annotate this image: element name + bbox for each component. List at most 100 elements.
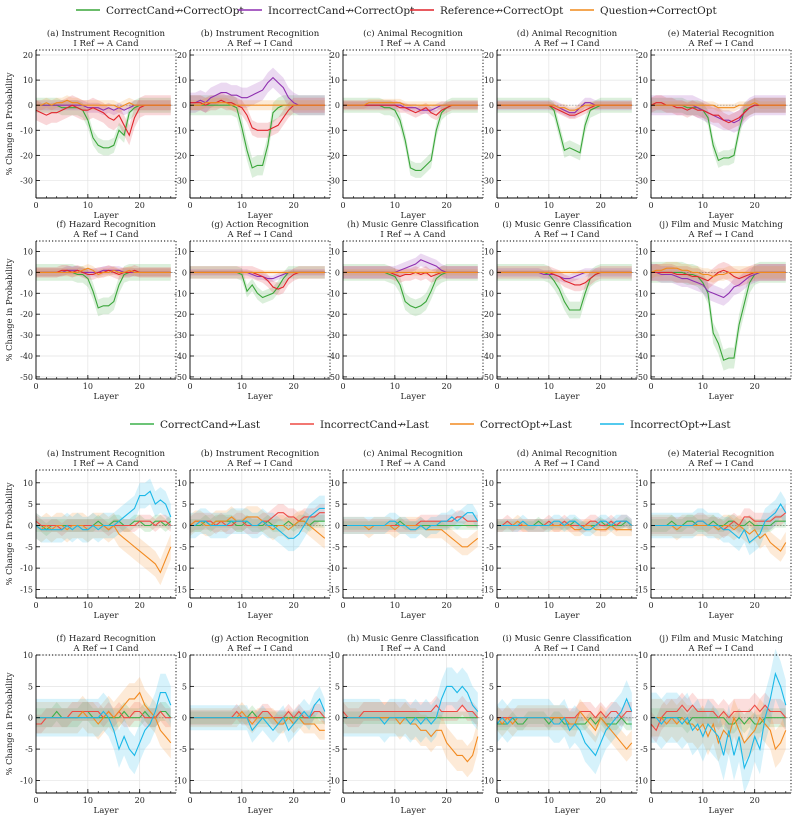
tick-label-x: 0: [648, 796, 653, 805]
band-1: [190, 703, 325, 726]
tick-label-y: -30: [20, 176, 33, 185]
tick-label-y: -10: [174, 776, 187, 785]
panel-subtitle: A Ref → I Cand: [533, 459, 600, 469]
panel-subtitle: I Ref → A Cand: [73, 39, 139, 49]
tick-label-y: -10: [174, 564, 187, 573]
x-axis-label: Layer: [248, 211, 274, 221]
tick-label-x: 0: [494, 382, 499, 391]
series-line-2: [343, 524, 479, 548]
tick-label-x: 20: [596, 201, 606, 210]
tick-label-x: 0: [648, 201, 653, 210]
panel-subtitle: A Ref → I Cand: [533, 644, 600, 654]
tick-label-y: 10: [638, 247, 648, 256]
band-2: [36, 512, 171, 586]
tick-label-x: 0: [187, 796, 192, 805]
tick-label-x: 10: [698, 796, 708, 805]
tick-label-x: 10: [237, 201, 247, 210]
band-0: [36, 702, 171, 728]
tick-label-y: -10: [327, 564, 340, 573]
tick-label-x: 10: [544, 601, 554, 610]
tick-label-y: 5: [489, 500, 494, 509]
tick-label-y: -10: [327, 126, 340, 135]
band-1: [651, 504, 786, 539]
tick-label-y: 0: [182, 268, 187, 277]
tick-label-x: 10: [544, 201, 554, 210]
panel-subtitle: I Ref → A Cand: [380, 644, 446, 654]
tick-label-x: 10: [698, 382, 708, 391]
tick-label-y: 5: [182, 682, 187, 691]
tick-label-y: -10: [327, 289, 340, 298]
panel-subtitle: A Ref → I Cand: [226, 39, 293, 49]
tick-label-x: 20: [289, 796, 299, 805]
panel-subtitle: A Ref → I Cand: [533, 230, 600, 240]
tick-label-x: 20: [289, 601, 299, 610]
tick-label-x: 20: [289, 201, 299, 210]
band-3: [36, 95, 171, 113]
tick-label-x: 20: [442, 382, 452, 391]
legend-label-2: CorrectOpt↛Last: [480, 419, 573, 431]
tick-label-y: -40: [20, 352, 33, 361]
x-axis-label: Layer: [248, 806, 274, 816]
band-2: [190, 92, 325, 138]
panel-title: (e) Material Recognition: [668, 28, 775, 39]
panel-title: (i) Music Genre Classification: [502, 219, 632, 230]
panel-title: (c) Animal Recognition: [363, 28, 463, 39]
tick-label-x: 0: [494, 796, 499, 805]
tick-label-x: 20: [596, 796, 606, 805]
tick-label-y: -30: [635, 331, 648, 340]
series-line-1: [650, 704, 787, 732]
tick-label-y: -30: [174, 176, 187, 185]
series-line-3: [651, 102, 786, 109]
band-3: [36, 264, 171, 279]
tick-label-y: 10: [484, 479, 494, 488]
legend-label-1: IncorrectCand↛CorrectOpt: [268, 5, 415, 17]
tick-label-y: -15: [481, 585, 494, 594]
series-line-3: [651, 503, 787, 544]
series-line-3: [496, 697, 633, 757]
x-axis-label: Layer: [94, 392, 120, 402]
x-axis-label: Layer: [709, 211, 735, 221]
tick-label-y: 10: [330, 76, 340, 85]
panel-title: (j) Film and Music Matching: [659, 633, 783, 644]
tick-label-y: -15: [20, 585, 33, 594]
legend-label-3: Question↛CorrectOpt: [600, 5, 717, 17]
tick-label-y: 10: [330, 651, 340, 660]
tick-label-y: 20: [177, 51, 187, 60]
panel-title: (h) Music Genre Classification: [347, 219, 479, 230]
series-line-3: [651, 671, 787, 770]
series-line-3: [190, 697, 326, 732]
series-line-3: [650, 267, 786, 278]
tick-label-y: 10: [177, 76, 187, 85]
band-3: [190, 495, 325, 552]
bottom-legend: CorrectCand↛Last IncorrectCand↛Last Correc…: [130, 419, 731, 431]
tick-label-y: -10: [20, 289, 33, 298]
tick-label-y: 5: [335, 500, 340, 509]
tick-label-y: -10: [481, 289, 494, 298]
tick-label-y: -5: [332, 745, 340, 754]
series-line-3: [497, 104, 632, 111]
tick-label-y: -20: [20, 151, 33, 160]
panel-subtitle: A Ref → I Cand: [226, 644, 293, 654]
tick-label-y: 20: [484, 51, 494, 60]
tick-label-y: 0: [643, 714, 648, 723]
band-0: [497, 516, 632, 530]
panel-subtitle: I Ref → A Cand: [380, 459, 446, 469]
tick-label-y: -10: [20, 776, 33, 785]
panel-title: (d) Animal Recognition: [517, 28, 618, 39]
tick-label-y: 20: [330, 51, 340, 60]
x-axis-label: Layer: [401, 392, 427, 402]
panel-title: (c) Animal Recognition: [363, 448, 463, 459]
band-2: [343, 702, 478, 778]
series-line-3: [36, 267, 171, 276]
tick-label-x: 20: [750, 796, 760, 805]
x-axis-label: Layer: [709, 611, 735, 621]
